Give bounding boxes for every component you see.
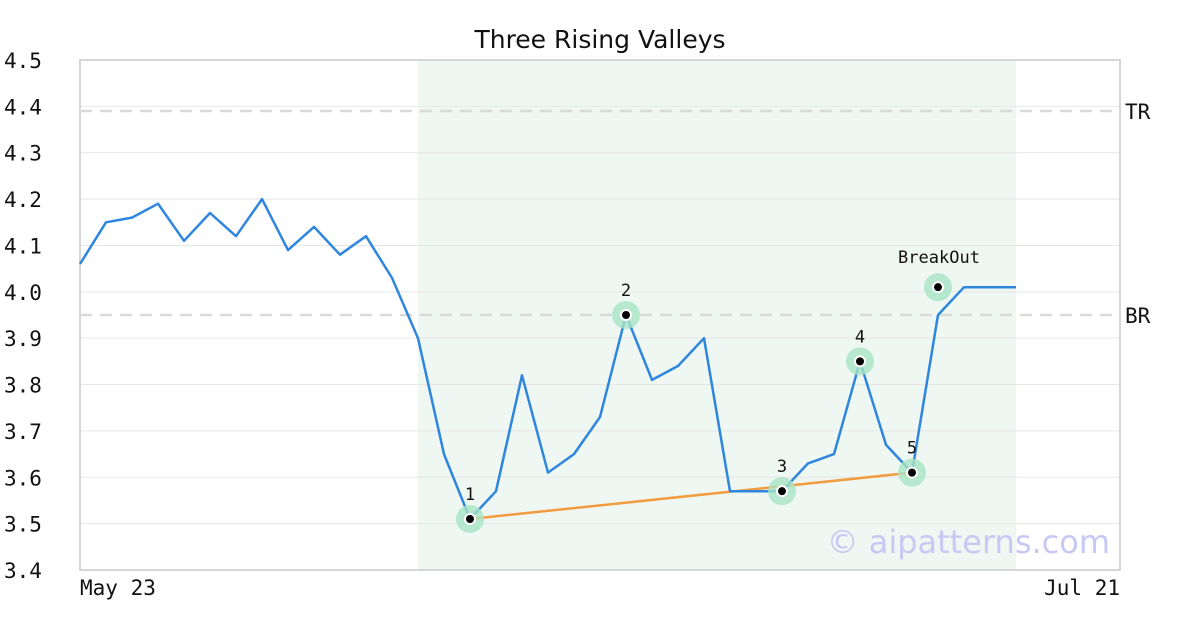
y-tick-label: 4.3 — [4, 142, 42, 166]
x-tick-label: May 23 — [80, 576, 156, 600]
watermark: © aipatterns.com — [827, 523, 1110, 561]
y-tick-label: 3.6 — [4, 466, 42, 490]
annotation-label: BreakOut — [898, 248, 980, 268]
annotation-marker — [934, 283, 942, 292]
trendline — [469, 471, 913, 521]
y-tick-label: 3.8 — [4, 374, 42, 398]
y-tick-label: 3.5 — [4, 513, 42, 537]
y-tick-label: 4.1 — [4, 234, 42, 258]
x-tick-label: Jul 21 — [1044, 576, 1120, 600]
annotation-label: 2 — [621, 281, 631, 301]
annotation-marker — [466, 515, 474, 523]
y-tick-label: 3.4 — [4, 559, 42, 583]
y-tick-label: 3.9 — [4, 327, 42, 351]
annotation-label: 4 — [855, 327, 865, 347]
y-tick-label: 4.0 — [4, 281, 42, 305]
annotation-label: 3 — [777, 457, 787, 477]
annotation-marker — [856, 357, 864, 366]
y-tick-label: 4.5 — [4, 49, 42, 73]
hline-label: BR — [1125, 304, 1151, 328]
annotation-label: 1 — [465, 485, 475, 505]
annotation-marker — [908, 468, 916, 477]
y-tick-label: 4.4 — [4, 95, 42, 119]
y-tick-label: 4.2 — [4, 188, 42, 212]
chart-title: Three Rising Valleys — [473, 25, 725, 54]
hline-label: TR — [1125, 100, 1151, 124]
annotation-marker — [778, 487, 786, 496]
annotation-label: 5 — [907, 439, 917, 459]
y-tick-label: 3.7 — [4, 420, 42, 444]
annotation-marker — [622, 311, 630, 319]
